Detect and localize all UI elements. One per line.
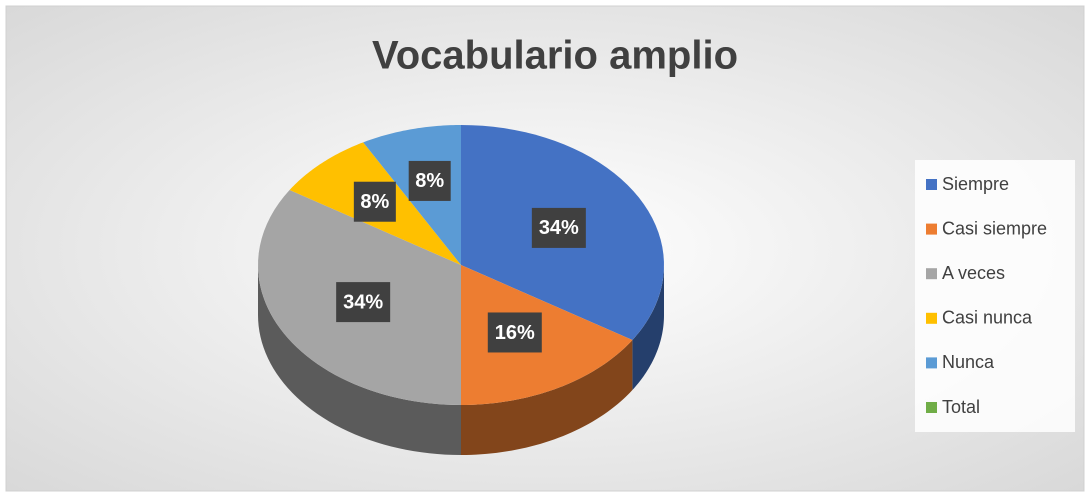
data-label-box (487, 312, 542, 353)
pie-slice (461, 265, 633, 405)
legend-swatch (926, 357, 937, 369)
data-label-box (336, 282, 391, 323)
legend-box (915, 160, 1075, 432)
legend-swatch (926, 312, 937, 324)
data-label-box (408, 160, 451, 201)
legend-swatch (926, 268, 937, 280)
data-label-box (353, 181, 396, 222)
data-label: 34% (539, 217, 579, 239)
chart-title: Vocabulario amplio (372, 34, 738, 78)
legend-label: Siempre (942, 174, 1009, 194)
data-label: 34% (343, 291, 383, 313)
legend-label: Casi siempre (942, 218, 1047, 238)
data-label: 8% (360, 191, 389, 213)
data-label-box (531, 207, 586, 248)
legend-swatch (926, 179, 937, 190)
legend-swatch (926, 402, 937, 413)
slice-side (461, 340, 633, 455)
legend-swatch (926, 223, 937, 235)
data-label: 8% (415, 170, 444, 192)
legend-label: Casi nunca (942, 308, 1033, 328)
slice-side (632, 265, 664, 391)
legend-label: Total (942, 397, 980, 417)
slice-side (258, 265, 461, 455)
legend-label: Nunca (942, 352, 995, 372)
legend-label: A veces (942, 263, 1005, 283)
data-label: 16% (495, 322, 535, 344)
